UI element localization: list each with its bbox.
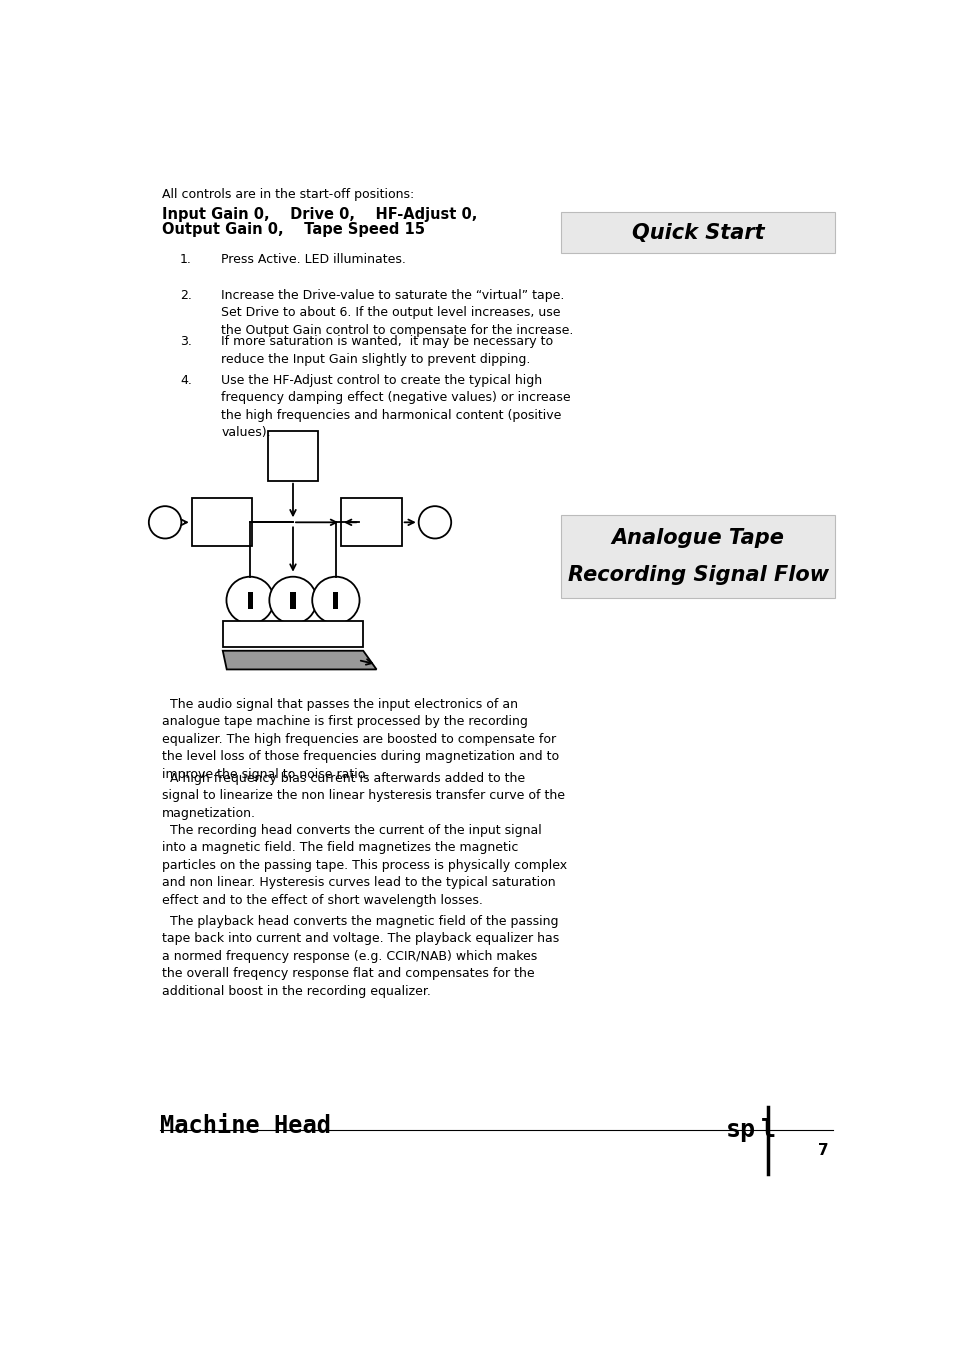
Text: Press Active. LED illuminates.: Press Active. LED illuminates.	[221, 254, 406, 266]
Text: Input Gain 0,    Drive 0,    HF-Adjust 0,: Input Gain 0, Drive 0, HF-Adjust 0,	[162, 206, 477, 221]
Bar	[290, 592, 295, 608]
Text: A high frequency bias current is afterwards added to the
signal to linearize the: A high frequency bias current is afterwa…	[162, 772, 564, 820]
Text: Recording Signal Flow: Recording Signal Flow	[567, 565, 828, 585]
Text: The audio signal that passes the input electronics of an
analogue tape machine i: The audio signal that passes the input e…	[162, 697, 558, 781]
Text: All controls are in the start-off positions:: All controls are in the start-off positi…	[162, 188, 414, 201]
Ellipse shape	[312, 577, 359, 623]
Bar	[560, 515, 834, 598]
Text: Machine Head: Machine Head	[160, 1114, 331, 1139]
Ellipse shape	[418, 506, 451, 538]
Text: 7: 7	[818, 1143, 828, 1159]
Text: If more saturation is wanted,  it may be necessary to
reduce the Input Gain slig: If more saturation is wanted, it may be …	[221, 336, 553, 366]
Text: The playback head converts the magnetic field of the passing
tape back into curr: The playback head converts the magnetic …	[162, 915, 558, 998]
Bar	[333, 592, 338, 608]
Text: Analogue Tape: Analogue Tape	[611, 529, 783, 548]
Text: l: l	[760, 1118, 775, 1143]
Text: 4.: 4.	[180, 374, 192, 387]
Bar	[247, 592, 253, 608]
Ellipse shape	[269, 577, 316, 623]
Bar	[268, 430, 317, 480]
Bar	[341, 498, 401, 546]
Bar	[222, 621, 363, 646]
Text: Quick Start: Quick Start	[631, 223, 763, 243]
Text: 2.: 2.	[180, 289, 192, 302]
Bar	[560, 212, 834, 254]
Text: The recording head converts the current of the input signal
into a magnetic fiel: The recording head converts the current …	[162, 823, 567, 907]
Text: 3.: 3.	[180, 336, 192, 348]
Bar	[192, 498, 252, 546]
Ellipse shape	[226, 577, 274, 623]
Text: Increase the Drive-value to saturate the “virtual” tape.
Set Drive to about 6. I: Increase the Drive-value to saturate the…	[221, 289, 573, 337]
Ellipse shape	[149, 506, 181, 538]
Text: Output Gain 0,    Tape Speed 15: Output Gain 0, Tape Speed 15	[162, 223, 425, 237]
Text: Use the HF-Adjust control to create the typical high
frequency damping effect (n: Use the HF-Adjust control to create the …	[221, 374, 570, 440]
Text: 1.: 1.	[180, 254, 192, 266]
Text: sp: sp	[724, 1118, 755, 1143]
Polygon shape	[222, 650, 376, 669]
